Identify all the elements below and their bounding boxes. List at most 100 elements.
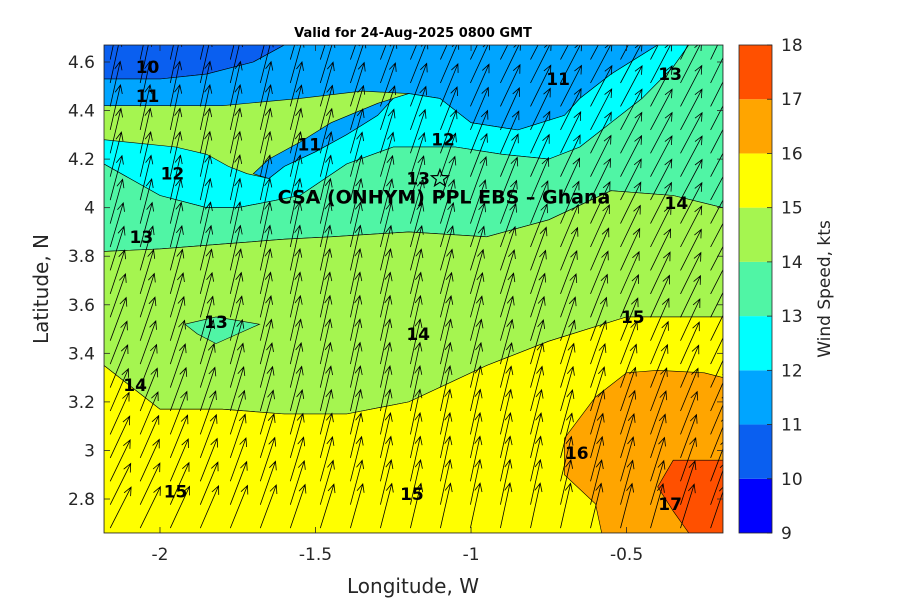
wind-arrow [199,437,218,482]
wind-arrow [710,245,723,271]
wind-arrow [259,247,273,294]
wind-arrow [590,204,610,248]
wind-arrow [139,60,153,107]
wind-arrow [620,204,641,248]
wind-arrow [560,296,577,341]
wind-arrow [710,45,719,60]
wind-arrow [199,366,217,412]
wind-arrow [470,248,485,295]
colorbar-swatch [739,99,772,154]
wind-arrow [590,181,611,224]
wind-arrow [470,365,483,412]
wind-arrow [590,45,613,84]
wind-arrow [500,249,516,295]
wind-arrow [319,435,335,482]
wind-arrow [590,435,605,482]
wind-arrow [259,130,273,177]
wind-arrow [229,413,247,459]
wind-arrow [289,45,305,84]
wind-arrow [560,180,580,224]
wind-arrow [530,482,543,529]
wind-arrow [289,154,303,201]
wind-arrow [350,412,364,458]
wind-arrow [440,248,454,295]
wind-arrow [530,295,546,341]
wind-arrow [289,130,303,177]
wind-arrow [470,109,489,154]
wind-arrow [199,107,213,154]
wind-arrow [139,201,154,248]
wind-arrow [410,271,423,318]
wind-arrow [590,319,607,365]
wind-arrow [560,157,581,201]
wind-arrow [139,248,156,295]
wind-arrow [169,366,188,412]
wind-arrow [680,45,689,60]
wind-arrow [680,88,703,131]
wind-arrow [109,272,127,318]
wind-arrow [560,482,573,529]
wind-arrow [680,64,703,107]
wind-arrow [650,158,673,201]
wind-arrow [470,155,488,201]
wind-arrow [139,343,158,388]
wind-arrow [109,320,128,365]
wind-arrow [229,342,245,388]
wind-arrow [289,341,304,388]
wind-arrow [440,295,454,341]
wind-arrow [410,85,427,131]
wind-arrow [530,64,552,107]
wind-arrow [410,108,427,154]
wind-arrow [109,225,126,271]
colorbar-swatch [739,207,772,262]
wind-arrow [229,318,245,365]
wind-arrow [169,272,185,318]
wind-arrow [229,83,243,130]
wind-arrow [560,342,576,388]
wind-arrow [680,228,702,271]
contour-label: 12 [161,165,185,185]
wind-arrow [650,181,672,224]
x-axis-label: Longitude, W [347,574,479,598]
wind-arrow [470,482,483,529]
wind-arrow [199,177,213,224]
wind-arrow [680,367,699,412]
wind-arrow [560,45,582,84]
colorbar-tick-label: 15 [781,199,803,219]
wind-arrow [680,390,699,435]
wind-arrow [199,154,213,201]
wind-arrow [710,351,723,388]
wind-arrow [380,201,394,248]
wind-arrow [109,367,129,412]
wind-arrow [650,390,668,435]
wind-arrow [620,389,637,435]
wind-arrow [470,411,483,458]
wind-arrow [109,249,126,295]
wind-arrow [410,411,423,458]
wind-arrow [440,388,453,435]
wind-arrow [229,248,243,294]
wind-arrow [470,435,483,482]
colorbar-tick-label: 12 [781,361,803,381]
wind-arrow [319,177,333,224]
wind-arrow [470,45,478,60]
wind-arrow [350,84,366,131]
wind-arrow [620,412,636,459]
wind-arrow [440,155,457,201]
wind-arrow [650,297,670,341]
wind-arrow [350,388,363,435]
wind-arrow [440,45,448,60]
wind-arrow [620,64,643,107]
wind-arrow [169,343,187,388]
wind-arrow [380,318,393,365]
wind-arrow [319,483,336,529]
wind-arrow [560,64,582,107]
wind-arrow [139,83,153,130]
wind-arrow [440,365,453,412]
wind-arrow [109,178,125,224]
wind-arrow [470,318,484,365]
wind-arrow [410,365,423,412]
wind-arrow [620,134,643,177]
colorbar-tick-label: 16 [781,144,803,164]
wind-arrow [410,458,423,505]
